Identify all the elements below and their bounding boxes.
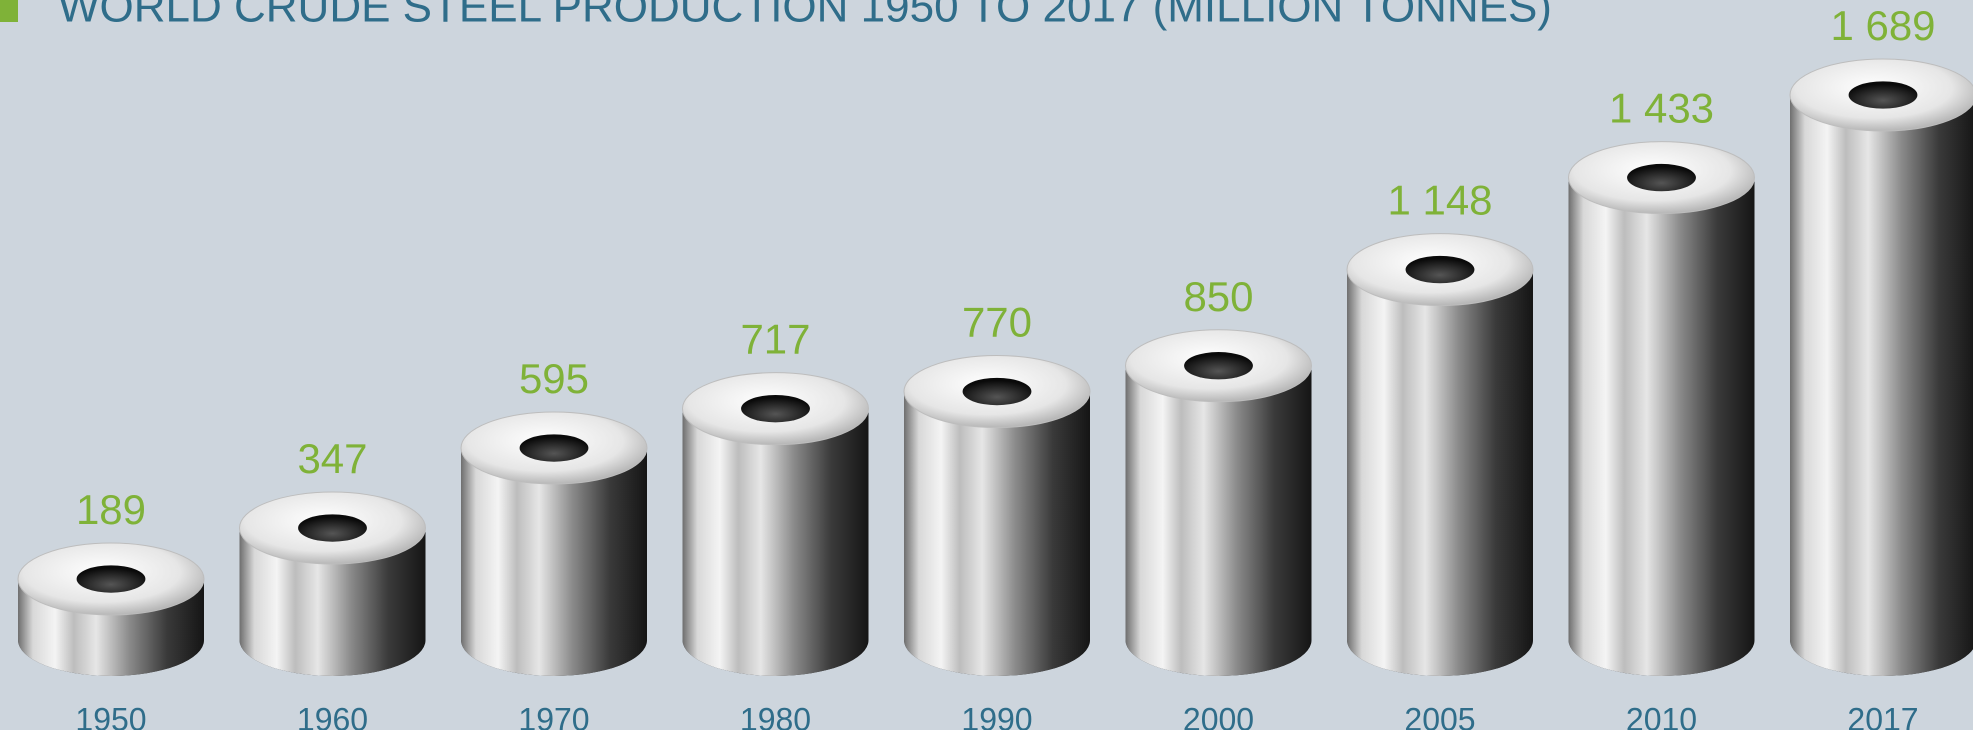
cylinder-bottom-face <box>1790 604 1973 676</box>
cylinder-hole <box>1405 255 1475 284</box>
x-tick-label: 1960 <box>297 701 368 730</box>
x-tick-label: 2005 <box>1404 701 1475 730</box>
cylinder-bottom-face <box>1125 604 1312 676</box>
bar <box>1347 269 1533 640</box>
value-label: 850 <box>1183 273 1253 320</box>
x-tick-label: 2000 <box>1183 701 1254 730</box>
cylinder-bottom-face <box>1347 604 1533 676</box>
cylinder-bottom-face <box>239 604 426 676</box>
value-label: 1 148 <box>1387 177 1492 224</box>
cylinder-hole <box>519 434 589 462</box>
bar <box>682 408 869 640</box>
cylinder-bottom-face <box>904 604 1090 676</box>
cylinder-bottom-face <box>461 604 647 676</box>
bar <box>904 391 1090 640</box>
bar <box>1568 177 1755 640</box>
value-label: 717 <box>740 316 810 363</box>
cylinder-hole <box>741 394 810 423</box>
cylinder-hole <box>1627 163 1696 192</box>
x-tick-label: 1970 <box>518 701 589 730</box>
value-label: 770 <box>962 299 1032 346</box>
cylinder-hole <box>1184 352 1253 380</box>
value-label: 1 689 <box>1830 2 1935 49</box>
x-tick-label: 1980 <box>740 701 811 730</box>
cylinder-hole <box>298 514 367 542</box>
x-tick-label: 2010 <box>1626 701 1697 730</box>
cylinder-bottom-face <box>682 604 869 676</box>
cylinder-bottom-face <box>1568 604 1755 676</box>
value-label: 595 <box>519 355 589 402</box>
cylinder-hole <box>76 565 146 593</box>
x-tick-label: 1950 <box>75 701 146 730</box>
value-label: 347 <box>297 435 367 482</box>
cylinder-hole <box>962 377 1032 406</box>
bar <box>1125 365 1312 640</box>
x-tick-label: 2017 <box>1847 701 1918 730</box>
value-label: 1 433 <box>1609 85 1714 132</box>
chart-title: WORLD CRUDE STEEL PRODUCTION 1950 TO 201… <box>58 0 1552 32</box>
x-tick-label: 1990 <box>961 701 1032 730</box>
title-marker <box>0 0 18 22</box>
cylinder-bottom-face <box>18 604 204 676</box>
cylinder-hole <box>1848 81 1918 109</box>
value-label: 189 <box>76 486 146 533</box>
bar <box>1790 95 1973 640</box>
